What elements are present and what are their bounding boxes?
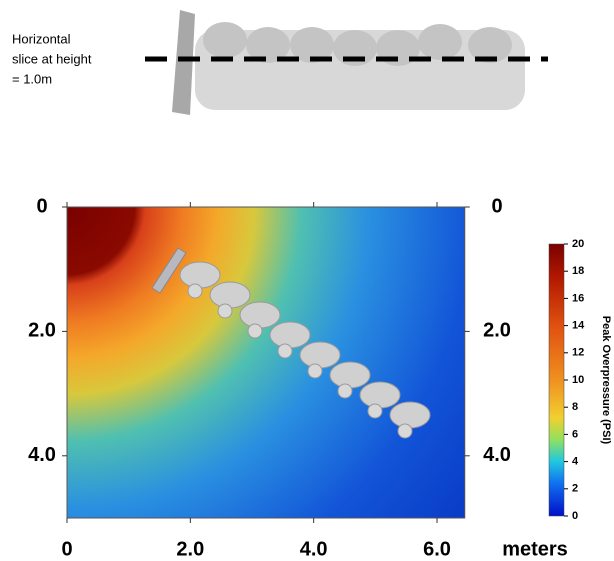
figure-head — [187, 283, 203, 299]
annotation: slice at height — [12, 51, 92, 66]
colorbar-tick-label: 6 — [572, 428, 578, 440]
colorbar-tick-label: 16 — [572, 292, 584, 304]
y-tick-label: 2.0 — [28, 320, 56, 342]
y-tick-label-right: 0 — [491, 195, 502, 217]
figure-head — [337, 383, 353, 399]
x-tick-label: 6.0 — [423, 538, 451, 560]
figure — [389, 401, 431, 429]
y-tick-label-right: 2.0 — [483, 320, 511, 342]
figure — [269, 321, 311, 349]
x-tick-label: 0 — [61, 538, 72, 560]
figure-head — [217, 303, 233, 319]
annotation: = 1.0m — [12, 71, 52, 86]
figure-head — [307, 363, 323, 379]
figure — [299, 341, 341, 369]
colorbar — [548, 243, 565, 517]
colorbar-tick-label: 18 — [572, 265, 584, 277]
y-tick-label: 0 — [36, 195, 47, 217]
y-tick-label-right: 4.0 — [483, 444, 511, 466]
colorbar-tick-label: 12 — [572, 347, 584, 359]
top-image — [145, 10, 548, 115]
colorbar-tick-label: 8 — [572, 401, 578, 413]
heatmap — [67, 207, 465, 518]
plot-frame — [66, 206, 466, 519]
colorbar-tick-label: 2 — [572, 483, 578, 495]
x-tick-label: 4.0 — [300, 538, 328, 560]
figure — [209, 281, 251, 309]
colorbar-tick-label: 10 — [572, 374, 584, 386]
figure-head — [247, 323, 263, 339]
figure-head — [367, 403, 383, 419]
y-tick-label: 4.0 — [28, 444, 56, 466]
colorbar-tick-label: 0 — [572, 510, 578, 522]
x-axis-label: meters — [502, 538, 568, 560]
colorbar-tick-label: 4 — [572, 456, 579, 468]
figure — [239, 301, 281, 329]
wall — [151, 247, 187, 294]
colorbar-label: Peak Overpressure (PSI) — [600, 316, 612, 445]
figure-head — [397, 423, 413, 439]
annotation: Horizontal — [12, 31, 71, 46]
figure-head — [277, 343, 293, 359]
figure — [359, 381, 401, 409]
x-tick-label: 2.0 — [176, 538, 204, 560]
figure — [179, 261, 221, 289]
colorbar-tick-label: 14 — [572, 320, 585, 332]
figure — [329, 361, 371, 389]
colorbar-tick-label: 20 — [572, 238, 584, 250]
